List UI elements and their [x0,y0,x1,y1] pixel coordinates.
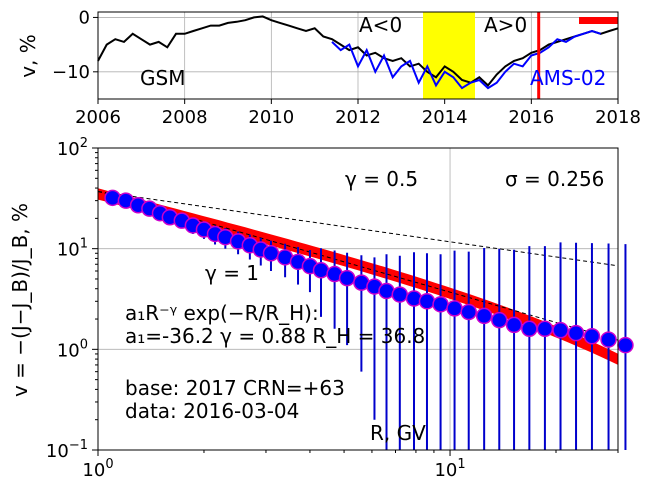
data-point [491,311,508,329]
series-gsm-line [97,15,619,87]
data-point [432,296,449,313]
data-point [312,262,330,279]
data-point [338,269,356,287]
top-y-tick-label: −10 [52,62,90,83]
data-point [583,327,601,345]
top-series-lines [97,15,619,90]
data-point [460,303,477,321]
reference-line-gamma-1 [97,190,619,341]
data-point [617,336,634,354]
top-y-axis-label: v, % [16,34,40,78]
top-x-tick-label: 2012 [335,107,381,128]
gamma-one-label: γ = 1 [205,261,259,285]
data-point [552,321,569,339]
bottom-x-tick-label: 100 [82,457,113,481]
data-point [475,307,493,325]
bottom-y-tick-label: 102 [57,136,88,160]
data-point [536,320,554,338]
a-positive-label: A>0 [484,13,527,37]
gsm-label: GSM [140,66,185,90]
top-markers [537,12,618,99]
top-x-tick-label: 2010 [248,107,294,128]
gamma-half-label: γ = 0.5 [345,167,418,191]
data-point [505,316,523,334]
data-point [104,189,121,207]
top-x-tick-label: 2018 [595,107,641,128]
bottom-plot-border [97,147,619,451]
bottom-y-tick-label: 101 [57,237,88,261]
bottom-plot-area [98,148,618,450]
bottom-y-axis-label: v = −(J−J_B)/J_B, % [8,203,32,397]
top-x-tick-label: 2014 [422,107,468,128]
data-point [567,324,585,342]
data-point [600,331,617,348]
data-point [391,286,409,303]
reference-lines [97,190,619,341]
bottom-x-tick-label: 101 [434,457,465,481]
fit-formula: a₁R⁻ᵞ exp(−R/R_H): [125,301,319,325]
time-series-panel: 2006 2008 2010 2012 2014 2016 2018 0 −10 v, % GS… [16,7,641,128]
data-point [262,245,280,262]
data-point [446,300,463,317]
fit-parameters: a₁=-36.2 γ = 0.88 R_H = 36.8 [125,324,425,348]
bottom-y-tick-label: 100 [57,337,88,361]
x-axis-label: R, GV [370,421,426,445]
top-x-tick-label: 2006 [75,107,121,128]
series-ams-02-line [331,29,602,90]
top-ticks: 2006 2008 2010 2012 2014 2016 2018 0 −10 [52,7,641,128]
sigma-label: σ = 0.256 [505,167,604,191]
bottom-y-tick-label: 10−1 [46,438,88,462]
a-negative-label: A<0 [359,13,402,37]
top-y-tick-label: 0 [79,7,90,28]
data-date: data: 2016-03-04 [125,399,299,423]
top-x-tick-label: 2008 [162,107,208,128]
reference-line-gamma-0.5 [97,190,619,267]
top-x-tick-label: 2016 [508,107,554,128]
data-point [521,320,538,338]
data-point [418,293,436,310]
ams-label: AMS-02 [530,66,606,90]
base-info: base: 2017 CRN=+63 [125,376,345,400]
data-points [104,189,634,354]
